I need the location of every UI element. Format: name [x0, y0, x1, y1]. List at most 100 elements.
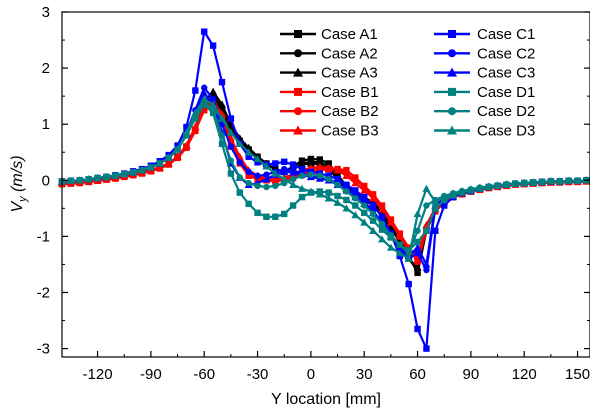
data-point-case-d3 — [173, 145, 182, 153]
data-point-case-c2 — [236, 159, 243, 166]
data-point-case-b3 — [164, 159, 173, 167]
data-point-case-d2 — [298, 172, 306, 180]
data-point-case-c1 — [352, 187, 359, 194]
data-point-case-d1 — [414, 238, 421, 246]
y-tick-label: -3 — [37, 341, 50, 358]
data-point-case-d3 — [404, 254, 413, 263]
x-tick-label: -90 — [140, 366, 162, 383]
data-point-case-d1 — [272, 213, 279, 220]
data-point-case-c1 — [192, 87, 199, 94]
data-point-case-b3 — [315, 162, 324, 171]
legend-label: Case B3 — [321, 123, 379, 140]
legend-marker — [293, 67, 303, 77]
legend-marker — [448, 107, 456, 116]
data-point-case-b3 — [351, 179, 360, 187]
legend-label: Case A3 — [321, 65, 378, 82]
y-axis-title-subscript: y — [17, 195, 29, 203]
data-point-case-d2 — [343, 188, 350, 195]
data-point-case-c1 — [227, 115, 235, 122]
data-point-case-b3 — [155, 163, 164, 171]
data-point-case-d3 — [262, 162, 271, 170]
data-point-case-d2 — [254, 182, 261, 190]
data-point-case-c1 — [432, 227, 439, 234]
data-point-case-d3 — [360, 218, 369, 226]
legend-item-case-b1: Case B1 — [280, 84, 379, 101]
data-point-case-d3 — [466, 185, 475, 193]
data-point-case-d2 — [245, 179, 252, 187]
data-point-case-b3 — [271, 175, 280, 183]
plot-frame — [61, 11, 590, 358]
data-point-case-b1 — [343, 166, 350, 174]
data-point-case-a3 — [306, 159, 315, 167]
data-point-case-c1 — [254, 159, 261, 166]
data-point-case-c1 — [201, 28, 208, 35]
data-point-case-d3 — [164, 153, 173, 162]
legend-label: Case B2 — [321, 103, 379, 120]
y-tick-label: 0 — [42, 172, 50, 189]
y-axis-title-unit: (m/s) — [9, 155, 26, 196]
legend-marker — [447, 125, 457, 135]
data-point-case-d3 — [84, 175, 93, 183]
data-point-case-d2 — [307, 171, 315, 178]
legend-label: Case C1 — [477, 26, 535, 43]
legend-item-case-a2: Case A2 — [280, 45, 378, 62]
legend-item-case-d2: Case D2 — [434, 103, 535, 120]
y-axis-title-main: V — [9, 201, 26, 213]
y-tick-label: 1 — [42, 116, 50, 133]
legend-label: Case D1 — [477, 84, 535, 101]
data-point-case-d2 — [361, 202, 368, 209]
legend-item-case-c1: Case C1 — [434, 26, 535, 43]
data-point-case-d2 — [289, 175, 297, 183]
data-point-case-d3 — [111, 171, 120, 180]
legend-marker — [448, 49, 456, 58]
data-point-case-d3 — [458, 187, 466, 195]
data-point-case-d1 — [254, 209, 261, 217]
legend-label: Case D3 — [477, 123, 535, 140]
data-point-case-d3 — [315, 190, 324, 198]
data-point-case-d3 — [564, 176, 573, 185]
data-point-case-c2 — [423, 266, 430, 274]
data-point-case-d3 — [271, 169, 280, 177]
legend-label: Case B1 — [321, 84, 379, 101]
data-point-case-d3 — [244, 148, 253, 156]
x-tick-label: -30 — [247, 366, 269, 383]
data-point-case-c3 — [413, 243, 422, 251]
data-point-case-d2 — [325, 175, 332, 183]
data-point-case-c3 — [289, 168, 298, 176]
data-point-case-b3 — [342, 171, 351, 180]
legend-marker — [447, 67, 457, 77]
data-point-case-d3 — [102, 172, 111, 181]
data-point-case-d2 — [316, 172, 323, 180]
legend-item-case-c3: Case C3 — [434, 65, 535, 82]
data-point-case-c1 — [369, 202, 377, 209]
x-tick-label: -120 — [83, 366, 113, 383]
data-point-case-d3 — [289, 180, 298, 188]
data-point-case-d1 — [369, 217, 377, 224]
x-tick-label: 120 — [512, 366, 537, 383]
data-point-case-d1 — [263, 213, 270, 220]
data-point-case-c2 — [245, 168, 252, 176]
data-point-case-d3 — [529, 178, 538, 186]
data-point-case-c2 — [209, 95, 217, 103]
data-point-case-c1 — [361, 193, 368, 201]
data-point-case-d1 — [289, 202, 297, 209]
data-point-case-d1 — [227, 170, 235, 177]
data-point-case-b3 — [395, 232, 404, 240]
data-point-case-d1 — [343, 196, 350, 204]
data-point-case-d3 — [226, 128, 235, 136]
data-point-case-d3 — [511, 179, 520, 187]
data-point-case-b3 — [360, 186, 369, 194]
data-point-case-d3 — [253, 154, 262, 163]
x-tick-label: 90 — [463, 366, 480, 383]
data-point-case-c3 — [262, 175, 271, 183]
x-tick-label: -60 — [193, 366, 215, 383]
data-point-case-c1 — [183, 123, 190, 131]
data-point-case-d3 — [342, 204, 351, 212]
data-point-case-d2 — [272, 182, 279, 190]
legend-item-case-c2: Case C2 — [434, 45, 535, 62]
data-point-case-d1 — [334, 192, 341, 200]
legend-marker — [294, 87, 302, 96]
legend-marker — [294, 49, 302, 58]
legend-label: Case C2 — [477, 45, 535, 62]
